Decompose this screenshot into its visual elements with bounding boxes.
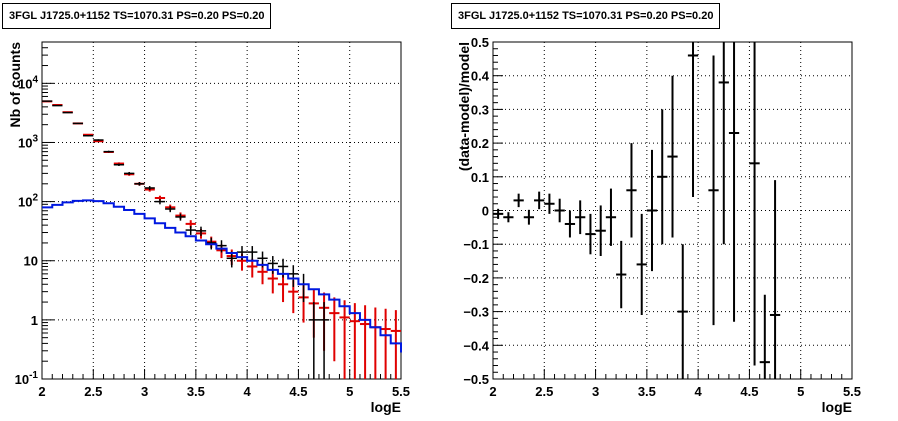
- right-y-tick-label: 0.5: [471, 35, 489, 50]
- right-x-tick-label: 5: [797, 384, 804, 399]
- left-y-tick-label: 10: [24, 254, 38, 269]
- right-y-tick-label: −0.1: [463, 237, 489, 252]
- right-y-axis-title: (data-model)/model: [456, 42, 472, 171]
- right-y-tick-label: 0.4: [471, 69, 490, 84]
- left-plot-title: 3FGL J1725.0+1152 TS=1070.31 PS=0.20 PS=…: [2, 3, 272, 29]
- left-x-tick-label: 2.5: [84, 384, 102, 399]
- right-y-tick-label: 0.3: [471, 102, 489, 117]
- right-x-tick-label: 3: [592, 384, 599, 399]
- left-y-tick-label: 103: [18, 133, 38, 150]
- right-x-tick-label: 4.5: [740, 384, 758, 399]
- right-y-tick-label: −0.5: [463, 372, 489, 387]
- right-y-tick-label: 0.2: [471, 136, 489, 151]
- right-y-tick-label: −0.3: [463, 305, 489, 320]
- right-x-tick-label: 2.5: [535, 384, 553, 399]
- left-x-tick-label: 5: [346, 384, 353, 399]
- right-x-tick-label: 2: [489, 384, 496, 399]
- right-x-tick-label: 5.5: [843, 384, 861, 399]
- left-x-tick-label: 2: [38, 384, 45, 399]
- right-y-tick-label: −0.4: [463, 338, 489, 353]
- left-x-tick-label: 3.5: [187, 384, 205, 399]
- left-x-tick-label: 4.5: [289, 384, 307, 399]
- left-x-tick-label: 4: [244, 384, 252, 399]
- left-x-tick-label: 5.5: [392, 384, 410, 399]
- right-y-tick-label: 0.1: [471, 170, 489, 185]
- right-x-tick-label: 3.5: [638, 384, 656, 399]
- left-plot-area: [42, 42, 401, 379]
- left-y-tick-label: 10-1: [15, 370, 39, 387]
- left-x-axis-title: logE: [371, 399, 401, 415]
- right-x-axis-title: logE: [822, 399, 852, 415]
- left-y-axis-title: Nb of counts: [7, 42, 23, 128]
- counts-histogram-plot: 2 2.5 3 3.5 4 4.5 5 5.5 10-1 1 10 102 103 104 logE Nb o…: [7, 41, 410, 415]
- left-x-tick-label: 3: [141, 384, 148, 399]
- right-plot-title: 3FGL J1725.0+1152 TS=1070.31 PS=0.20 PS=…: [451, 3, 721, 29]
- left-y-tick-label: 104: [18, 74, 38, 91]
- right-y-tick-label: −0.2: [463, 271, 489, 286]
- residuals-plot: 2 2.5 3 3.5 4 4.5 5 5.5 −0.5 −0.4 −0.3 −0.2 −0.1 0 0.1…: [456, 35, 861, 415]
- right-y-tick-label: 0: [482, 204, 489, 219]
- left-y-tick-label: 1: [31, 313, 38, 328]
- right-x-tick-label: 4: [695, 384, 703, 399]
- model-component-histogram: [42, 199, 402, 353]
- left-y-tick-label: 102: [18, 193, 38, 210]
